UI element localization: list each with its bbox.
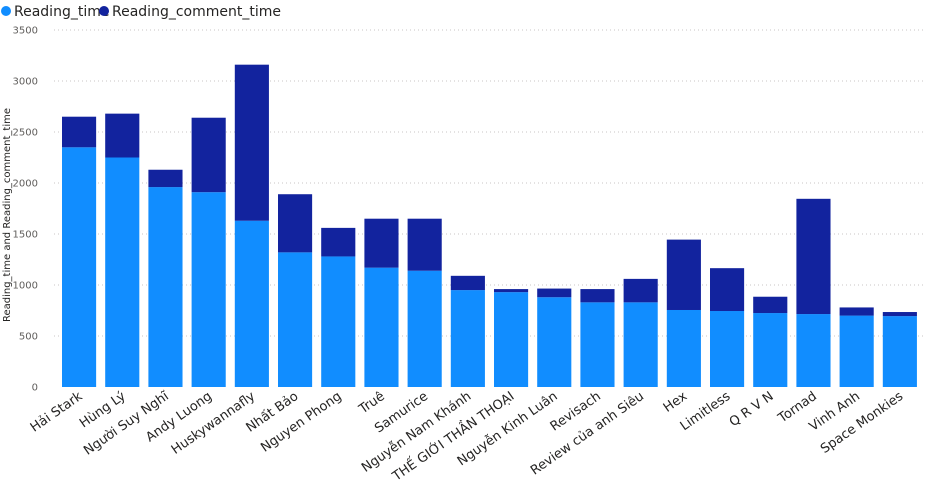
y-tick-label: 3000 (13, 77, 38, 88)
y-tick-label: 2000 (13, 179, 38, 190)
bar-reading-time[interactable] (753, 313, 788, 387)
x-tick-label: Truê (356, 389, 388, 418)
bar-reading-time[interactable] (450, 290, 485, 387)
bar-reading-comment-time[interactable] (148, 169, 183, 188)
bar-reading-time[interactable] (666, 309, 701, 387)
bar-reading-comment-time[interactable] (234, 64, 269, 221)
bar-reading-comment-time[interactable] (839, 307, 874, 316)
y-tick-label: 1000 (13, 281, 38, 292)
bar-reading-comment-time[interactable] (580, 289, 615, 303)
bar-reading-time[interactable] (580, 302, 615, 387)
bar-reading-time[interactable] (105, 157, 140, 388)
x-tick-label: Hex (661, 389, 691, 416)
y-tick-label: 2500 (13, 128, 38, 139)
legend-swatch-reading-time (1, 6, 11, 16)
legend-label-reading-comment-time[interactable]: Reading_comment_time (112, 4, 281, 20)
bars (62, 64, 917, 388)
bar-reading-comment-time[interactable] (62, 116, 97, 148)
y-axis-label: Reading_time and Reading_comment_time (2, 108, 13, 322)
bar-reading-comment-time[interactable] (623, 278, 658, 303)
bar-reading-comment-time[interactable] (191, 117, 226, 193)
y-axis-ticks: 0 500 1000 1500 2000 2500 3000 3500 (13, 26, 38, 394)
bar-reading-comment-time[interactable] (105, 113, 140, 158)
bar-reading-time[interactable] (364, 267, 399, 387)
bar-reading-time[interactable] (278, 252, 313, 387)
gridlines (54, 29, 924, 337)
legend-swatch-reading-comment-time (99, 6, 109, 16)
y-tick-label: 1500 (13, 230, 38, 241)
bar-reading-time[interactable] (796, 314, 831, 387)
bar-reading-time[interactable] (148, 187, 183, 387)
bar-reading-time[interactable] (623, 302, 658, 387)
bar-reading-comment-time[interactable] (364, 218, 399, 268)
bar-reading-comment-time[interactable] (753, 296, 788, 314)
bar-reading-time[interactable] (839, 315, 874, 387)
bar-reading-comment-time[interactable] (407, 218, 442, 271)
bar-reading-time[interactable] (191, 192, 226, 387)
bar-reading-comment-time[interactable] (537, 288, 572, 298)
bar-reading-time[interactable] (62, 147, 97, 387)
x-tick-label: Hải Stark (28, 389, 86, 436)
bar-reading-comment-time[interactable] (796, 198, 831, 315)
bar-reading-time[interactable] (234, 220, 269, 387)
y-tick-label: 0 (32, 383, 38, 394)
bar-reading-time[interactable] (407, 270, 442, 387)
x-tick-label: Q R V N (727, 389, 777, 430)
bar-reading-time[interactable] (321, 256, 356, 387)
bar-reading-comment-time[interactable] (278, 194, 313, 253)
y-tick-label: 500 (19, 332, 38, 343)
bar-reading-time[interactable] (710, 311, 745, 387)
bar-reading-time[interactable] (537, 297, 572, 387)
bar-reading-comment-time[interactable] (494, 289, 529, 293)
bar-reading-time[interactable] (882, 316, 917, 387)
bar-reading-time[interactable] (494, 292, 529, 387)
bar-reading-comment-time[interactable] (882, 312, 917, 317)
bar-reading-comment-time[interactable] (321, 227, 356, 257)
bar-reading-comment-time[interactable] (666, 239, 701, 310)
legend: Reading_time Reading_comment_time (1, 4, 281, 20)
legend-label-reading-time[interactable]: Reading_time (14, 4, 109, 20)
y-tick-label: 3500 (13, 26, 38, 37)
bar-reading-comment-time[interactable] (710, 268, 745, 312)
bar-reading-comment-time[interactable] (450, 275, 485, 291)
